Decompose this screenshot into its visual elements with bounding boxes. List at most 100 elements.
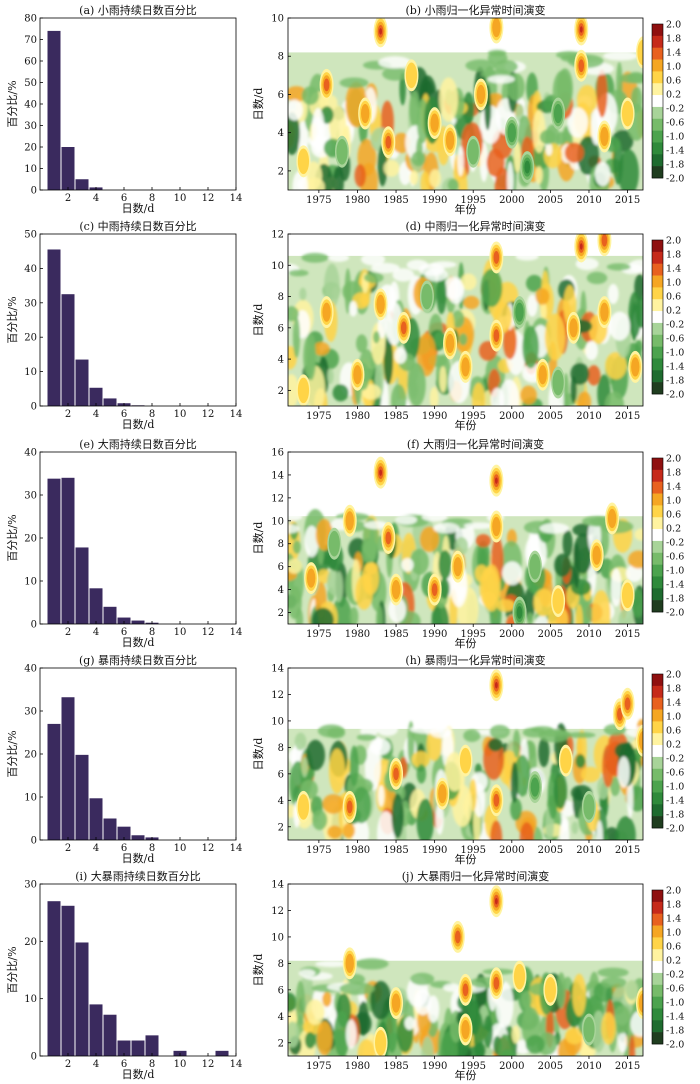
x-tick-label: 2015 xyxy=(615,629,640,640)
field-blob xyxy=(349,745,359,787)
x-tick-label: 2010 xyxy=(576,1061,601,1072)
colorbar-tick-label: 0.2 xyxy=(666,524,681,535)
y-tick-label: 12 xyxy=(271,690,284,701)
field-blob xyxy=(511,1025,520,1044)
hotspot xyxy=(328,530,340,557)
field-blob xyxy=(625,979,639,1001)
bar xyxy=(47,478,61,624)
field-blob xyxy=(401,558,414,572)
colorbar-swatch xyxy=(652,540,663,554)
x-tick-label: 2000 xyxy=(499,1061,524,1072)
colorbar-swatch xyxy=(652,240,663,253)
x-tick-label: 2010 xyxy=(576,845,601,856)
x-tick-label: 8 xyxy=(149,1059,155,1070)
hotspot xyxy=(493,251,500,264)
field-blob xyxy=(311,809,328,831)
y-tick-label: 2 xyxy=(278,822,284,833)
hotspot xyxy=(638,993,643,1013)
field-blob xyxy=(488,738,503,752)
field-blob xyxy=(416,333,437,377)
field-blob xyxy=(407,362,426,406)
field-blob xyxy=(597,967,629,978)
y-tick-label: 60 xyxy=(24,57,37,68)
colorbar-tick-label: -1.8 xyxy=(666,594,684,605)
x-tick-label: 1980 xyxy=(345,845,370,856)
x-tick-label: 1975 xyxy=(306,411,331,422)
hotspot xyxy=(529,553,541,580)
x-tick-label: 12 xyxy=(202,843,215,854)
colorbar-swatch xyxy=(652,1032,663,1045)
chart-title: (e) 大雨持续日数百分比 xyxy=(79,437,197,451)
y-tick-label: 40 xyxy=(24,264,37,275)
colorbar-swatch xyxy=(652,35,663,48)
field-blob xyxy=(373,736,383,752)
colorbar-tick-label: -2.0 xyxy=(666,608,684,619)
hotspot xyxy=(544,977,556,1003)
field-blob xyxy=(521,990,532,1009)
x-tick-label: 1985 xyxy=(383,195,408,206)
field-blob xyxy=(617,756,630,788)
colorbar-tick-label: 1.4 xyxy=(666,48,681,59)
field-blob xyxy=(406,259,429,271)
field-blob xyxy=(288,524,300,534)
bar xyxy=(61,905,75,1056)
field-blob xyxy=(421,512,448,522)
colorbar-swatch xyxy=(652,275,663,288)
field-blob xyxy=(539,129,556,145)
y-tick-label: 0 xyxy=(31,186,37,197)
field-blob xyxy=(594,161,611,187)
colorbar-swatch xyxy=(652,913,663,926)
hotspot xyxy=(492,18,501,38)
hotspot xyxy=(323,78,330,92)
hotspot xyxy=(461,357,470,377)
field-blob xyxy=(575,754,586,769)
y-tick-label: 20 xyxy=(24,143,37,154)
y-tick-label: 30 xyxy=(24,121,37,132)
y-tick-label: 10 xyxy=(271,14,284,25)
field-blob xyxy=(435,802,444,835)
field-blob xyxy=(545,142,553,156)
field-blob xyxy=(522,325,539,369)
x-tick-label: 8 xyxy=(149,409,155,420)
field-blob xyxy=(305,999,325,1025)
hotspot xyxy=(579,243,583,250)
colorbar-swatch xyxy=(652,576,663,589)
x-tick-label: 6 xyxy=(121,843,127,854)
x-tick-label: 6 xyxy=(121,409,127,420)
hotspot xyxy=(353,365,362,385)
field-blob xyxy=(433,331,446,347)
field-blob xyxy=(377,811,396,840)
x-tick-label: 2005 xyxy=(538,845,563,856)
x-tick-label: 2010 xyxy=(576,411,601,422)
y-tick-label: 6 xyxy=(278,323,284,334)
hotspot xyxy=(569,318,578,338)
hotspot xyxy=(467,138,479,165)
x-tick-label: 12 xyxy=(202,193,215,204)
hotspot xyxy=(438,784,447,804)
y-tick-label: 8 xyxy=(278,539,284,550)
colorbar-swatch xyxy=(652,517,663,530)
x-axis-label: 日数/d xyxy=(122,202,155,215)
hotspot xyxy=(579,26,583,33)
colorbar-swatch xyxy=(652,59,663,72)
x-tick-label: 6 xyxy=(121,1059,127,1070)
field-blob xyxy=(503,324,517,360)
x-axis-label: 日数/d xyxy=(122,1068,155,1081)
field-blob xyxy=(327,368,334,385)
colorbar-swatch xyxy=(652,937,663,950)
colorbar-tick-label: 1.0 xyxy=(666,62,681,73)
field-blob xyxy=(576,84,598,115)
hotspot xyxy=(538,365,547,385)
y-tick-label: 6 xyxy=(278,90,284,101)
colorbar-swatch xyxy=(652,263,663,276)
y-tick-label: 40 xyxy=(24,100,37,111)
colorbar-swatch xyxy=(652,996,663,1009)
field-blob xyxy=(573,533,593,574)
colorbar-tick-label: 0.2 xyxy=(666,306,681,317)
y-tick-label: 0 xyxy=(31,402,37,413)
colorbar-swatch xyxy=(652,685,663,698)
colorbar: 2.0 1.8 1.4 1.0 0.6 0.2 -0.2 -0.6 -1.0 -1.4 -1.8 -2… xyxy=(651,20,684,185)
y-tick-label: 30 xyxy=(24,880,37,891)
field-blob xyxy=(294,732,307,751)
x-tick-label: 2010 xyxy=(576,629,601,640)
